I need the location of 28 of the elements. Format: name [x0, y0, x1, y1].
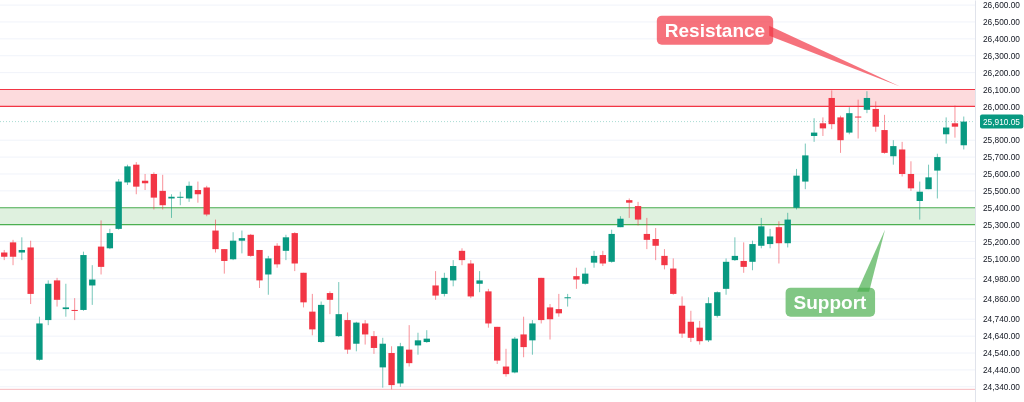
y-tick-label: 26,600.00	[983, 0, 1021, 11]
y-tick-label: 25,400.00	[983, 202, 1021, 213]
y-tick-label: 24,440.00	[983, 365, 1021, 376]
candlestick	[458, 247, 466, 266]
y-tick-label: 25,200.00	[983, 236, 1021, 247]
candlestick	[564, 293, 571, 308]
y-tick-label: 24,540.00	[983, 348, 1021, 359]
y-tick-label: 24,980.00	[983, 273, 1021, 284]
y-tick-label: 24,860.00	[983, 294, 1021, 305]
y-tick-label: 25,300.00	[983, 219, 1021, 230]
y-tick-label: 26,100.00	[983, 84, 1021, 95]
candlestick	[590, 250, 598, 269]
band-label: Resistance	[664, 19, 766, 41]
band-label: Support	[793, 291, 868, 313]
y-tick-label: 24,740.00	[983, 314, 1021, 325]
y-tick-label: 26,400.00	[983, 34, 1021, 44]
y-tick-label: 25,500.00	[983, 186, 1021, 197]
y-tick-label: 26,200.00	[983, 67, 1021, 78]
ref-line-label: 25,910.05	[983, 116, 1021, 127]
y-tick-label: 26,500.00	[983, 17, 1021, 28]
y-tick-label: 25,700.00	[983, 152, 1021, 163]
y-tick-label: 25,600.00	[983, 169, 1021, 180]
y-tick-label: 25,100.00	[983, 253, 1021, 264]
y-tick-label: 24,640.00	[983, 331, 1021, 342]
y-tick-label: 25,800.00	[983, 135, 1021, 146]
y-tick-label: 26,300.00	[983, 50, 1021, 61]
y-tick-label: 24,340.00	[983, 381, 1021, 392]
y-tick-label: 26,000.00	[983, 101, 1021, 112]
